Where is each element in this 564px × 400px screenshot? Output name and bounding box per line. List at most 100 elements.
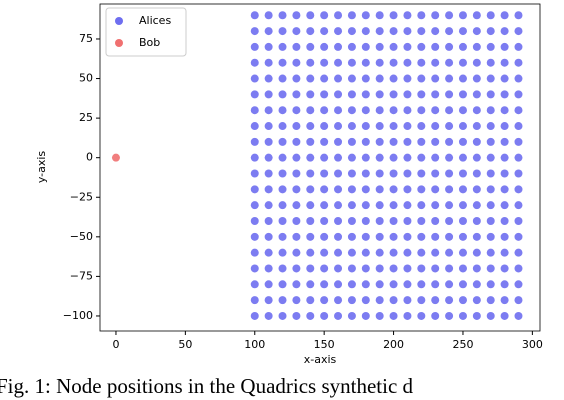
point xyxy=(111,153,120,162)
legend-label: Alices xyxy=(139,14,171,27)
point xyxy=(403,216,412,225)
point xyxy=(389,216,398,225)
point xyxy=(306,169,315,178)
point xyxy=(334,232,343,241)
point xyxy=(292,58,301,67)
point xyxy=(375,137,384,146)
point xyxy=(292,232,301,241)
point xyxy=(472,311,481,320)
point xyxy=(486,264,495,273)
point xyxy=(431,137,440,146)
point xyxy=(431,296,440,305)
y-tick-label: −50 xyxy=(70,230,93,243)
point xyxy=(500,201,509,210)
point xyxy=(292,280,301,289)
point xyxy=(458,11,467,20)
point xyxy=(445,106,454,115)
legend-label: Bob xyxy=(139,36,160,49)
point xyxy=(500,106,509,115)
point xyxy=(500,74,509,83)
point xyxy=(361,74,370,83)
point xyxy=(264,106,273,115)
point xyxy=(417,74,426,83)
point xyxy=(403,264,412,273)
point xyxy=(403,296,412,305)
point xyxy=(403,137,412,146)
point xyxy=(417,11,426,20)
point xyxy=(389,232,398,241)
point xyxy=(514,201,523,210)
point xyxy=(292,264,301,273)
point xyxy=(320,201,329,210)
point xyxy=(278,106,287,115)
point xyxy=(403,248,412,257)
point xyxy=(361,122,370,131)
point xyxy=(486,11,495,20)
point xyxy=(334,264,343,273)
point xyxy=(278,42,287,51)
point xyxy=(375,169,384,178)
point xyxy=(320,311,329,320)
point xyxy=(500,296,509,305)
point xyxy=(514,296,523,305)
point xyxy=(375,280,384,289)
point xyxy=(445,27,454,36)
point xyxy=(500,248,509,257)
point xyxy=(417,42,426,51)
point xyxy=(264,11,273,20)
x-tick-label: 300 xyxy=(522,338,543,351)
point xyxy=(347,42,356,51)
point xyxy=(445,296,454,305)
point xyxy=(375,232,384,241)
point xyxy=(361,185,370,194)
point xyxy=(389,90,398,99)
point xyxy=(417,106,426,115)
point xyxy=(445,201,454,210)
point xyxy=(250,232,259,241)
point xyxy=(292,216,301,225)
point xyxy=(458,169,467,178)
point xyxy=(375,311,384,320)
point xyxy=(500,169,509,178)
point xyxy=(500,232,509,241)
point xyxy=(306,311,315,320)
point xyxy=(403,311,412,320)
point xyxy=(320,169,329,178)
point xyxy=(292,311,301,320)
point xyxy=(264,27,273,36)
point xyxy=(445,74,454,83)
point xyxy=(320,106,329,115)
point xyxy=(431,185,440,194)
point xyxy=(347,106,356,115)
point xyxy=(472,90,481,99)
y-tick-label: −100 xyxy=(63,309,93,322)
point xyxy=(306,106,315,115)
point xyxy=(250,201,259,210)
point xyxy=(375,264,384,273)
point xyxy=(375,201,384,210)
point xyxy=(250,311,259,320)
point xyxy=(320,296,329,305)
x-axis-label: x-axis xyxy=(304,353,337,366)
point xyxy=(361,216,370,225)
point xyxy=(389,311,398,320)
point xyxy=(278,232,287,241)
point xyxy=(472,185,481,194)
point xyxy=(347,122,356,131)
point xyxy=(389,27,398,36)
point xyxy=(445,90,454,99)
point xyxy=(334,280,343,289)
point xyxy=(431,42,440,51)
point xyxy=(417,153,426,162)
point xyxy=(347,58,356,67)
point xyxy=(347,137,356,146)
point xyxy=(250,185,259,194)
point xyxy=(417,58,426,67)
point xyxy=(458,201,467,210)
point xyxy=(514,216,523,225)
point xyxy=(250,58,259,67)
point xyxy=(389,106,398,115)
point xyxy=(292,201,301,210)
point xyxy=(458,74,467,83)
point xyxy=(431,169,440,178)
